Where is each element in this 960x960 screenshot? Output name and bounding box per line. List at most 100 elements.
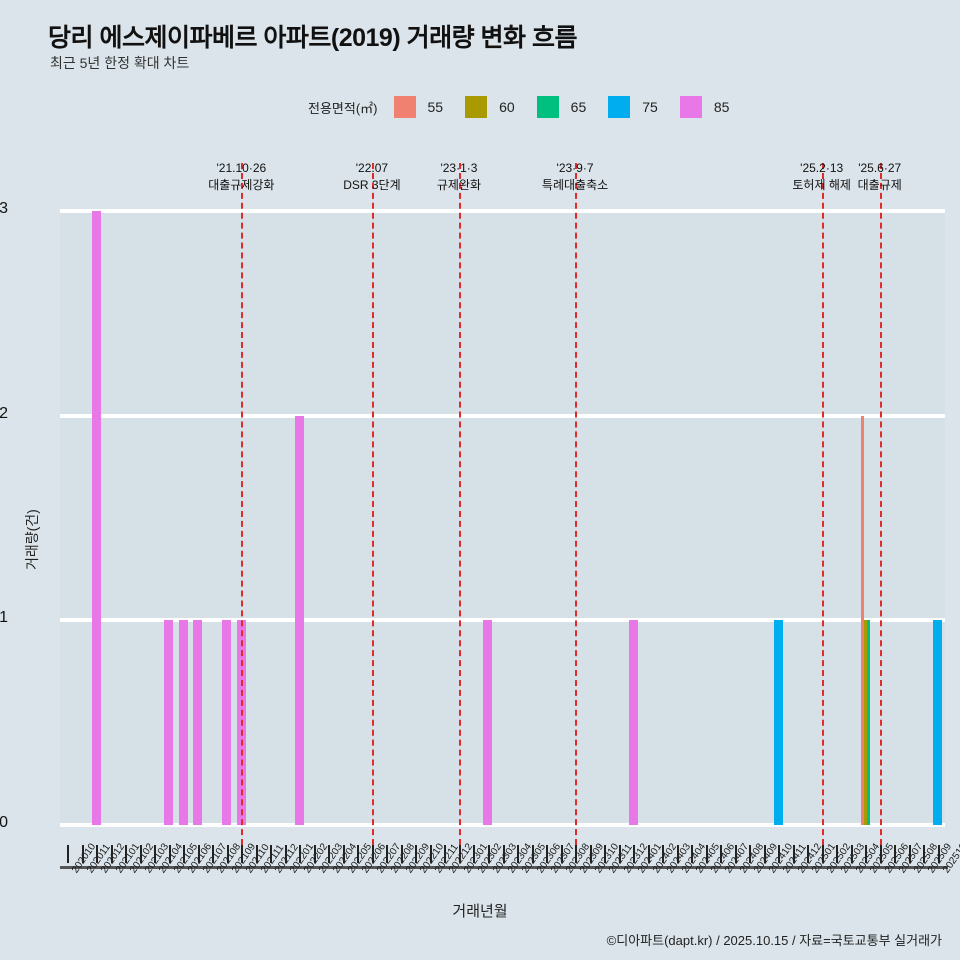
event-marker-line — [821, 163, 824, 855]
x-axis-tick — [807, 845, 810, 863]
x-axis-tick — [879, 845, 882, 863]
x-axis-tick — [792, 845, 795, 863]
event-annotation: '23·9·7 특례대출축소 — [505, 160, 645, 194]
bar-202411-75[interactable] — [773, 620, 783, 825]
event-marker-line — [879, 163, 882, 855]
x-axis-tick — [865, 845, 868, 863]
x-axis-tick — [589, 845, 592, 863]
legend-item-label: 60 — [499, 99, 515, 115]
bar-202012-85[interactable] — [91, 211, 101, 825]
gridline — [60, 209, 945, 213]
event-annotation-text: 대출규제 — [857, 178, 902, 192]
bar-202109-85[interactable] — [222, 620, 232, 825]
x-axis-tick — [662, 845, 665, 863]
x-axis-tick — [386, 845, 389, 863]
x-axis-tick — [270, 845, 273, 863]
x-axis-tick — [212, 845, 215, 863]
page-title: 당리 에스제이파베르 아파트(2019) 거래량 변화 흐름 — [48, 24, 578, 52]
bar-202505-65[interactable] — [866, 620, 870, 825]
x-axis-tick — [400, 845, 403, 863]
x-axis-tick — [444, 845, 447, 863]
event-annotation-date: '22.07 — [355, 161, 389, 175]
x-axis-tick — [763, 845, 766, 863]
x-axis-tick — [531, 845, 534, 863]
x-axis-tick — [183, 845, 186, 863]
x-axis-tick — [357, 845, 360, 863]
x-axis-tick — [633, 845, 636, 863]
x-axis-tick — [154, 845, 157, 863]
x-axis-tick — [821, 845, 824, 863]
event-marker-line — [241, 163, 244, 855]
x-axis-tick — [81, 845, 84, 863]
x-axis-tick — [241, 845, 244, 863]
bar-202106-85[interactable] — [178, 620, 188, 825]
legend-swatch-icon — [608, 96, 631, 118]
footer-credit: ©디아파트(dapt.kr) / 2025.10.15 / 자료=국토교통부 실… — [606, 933, 942, 948]
gridline — [60, 618, 945, 623]
x-axis-tick — [705, 845, 708, 863]
event-annotation-text: 특례대출축소 — [541, 178, 609, 192]
x-axis-tick — [371, 845, 374, 863]
x-axis-tick — [923, 845, 926, 863]
x-axis-tick — [328, 845, 331, 863]
x-axis-tick — [313, 845, 316, 863]
x-axis-tick — [255, 845, 258, 863]
legend-item-label: 85 — [713, 99, 730, 115]
legend-swatch-icon — [393, 96, 416, 118]
legend-item-55[interactable]: 55 — [393, 96, 466, 118]
bar-202505-60[interactable] — [863, 620, 867, 825]
bar-202110-85[interactable] — [236, 620, 246, 825]
bar-202105-85[interactable] — [164, 620, 174, 825]
x-axis-tick — [429, 845, 432, 863]
bar-202510-75[interactable] — [933, 620, 943, 825]
x-axis-tick — [226, 845, 229, 863]
bar-202107-85[interactable] — [193, 620, 203, 825]
x-axis-tick — [502, 845, 505, 863]
event-annotation: '22.07 DSR 3단계 — [302, 160, 442, 194]
legend-item-75[interactable]: 75 — [608, 96, 680, 118]
event-annotation-date: '23·9·7 — [556, 161, 594, 175]
bar-202505-55[interactable] — [860, 415, 864, 825]
legend-item-60[interactable]: 60 — [465, 96, 537, 118]
bar-202202-85[interactable] — [294, 415, 304, 825]
x-axis-tick — [894, 845, 897, 863]
x-axis-tick — [110, 845, 113, 863]
x-axis-tick — [284, 845, 287, 863]
x-axis-tick — [604, 845, 607, 863]
legend-item-65[interactable]: 65 — [536, 96, 609, 118]
x-axis-tick — [197, 845, 200, 863]
x-axis-tick — [836, 845, 839, 863]
x-axis-tick — [415, 845, 418, 863]
bar-202401-85[interactable] — [628, 620, 638, 825]
x-axis-tick — [546, 845, 549, 863]
legend-item-85[interactable]: 85 — [679, 96, 752, 118]
x-axis-tick — [139, 845, 142, 863]
event-annotation: '25.6·27 대출규제 — [810, 160, 950, 194]
legend-swatch-icon — [465, 96, 488, 118]
x-axis-tick — [487, 845, 490, 863]
x-axis-tick — [778, 845, 781, 863]
legend-items: 55 60 65 75 85 — [393, 96, 752, 118]
x-axis-tick — [575, 845, 578, 863]
x-axis-label: 거래년월 — [452, 903, 508, 920]
event-annotation: '21.10·26 대출규제강화 — [171, 160, 311, 194]
page-subtitle: 최근 5년 한정 확대 차트 — [50, 55, 190, 71]
x-axis-tick — [168, 845, 171, 863]
event-marker-line — [458, 163, 461, 855]
event-annotation-date: '25.6·27 — [858, 161, 902, 175]
y-axis-label: 거래량(건) — [24, 509, 40, 570]
legend-title: 전용면적(㎡) — [308, 100, 378, 116]
event-annotation-text: 규제완화 — [436, 178, 482, 192]
event-marker-line — [575, 163, 578, 855]
bar-202303-85[interactable] — [483, 620, 493, 825]
x-axis-tick — [560, 845, 563, 863]
event-annotation-text: 대출규제강화 — [208, 178, 275, 192]
x-axis-tick — [342, 845, 345, 863]
x-axis-tick — [67, 845, 70, 863]
event-annotation-text: DSR 3단계 — [343, 178, 401, 192]
event-annotation: '25.2·13 토허제 해제 — [752, 160, 892, 194]
y-axis-tick-label: 3 — [0, 200, 8, 217]
legend-item-label: 65 — [570, 99, 587, 115]
x-axis-tick — [473, 845, 476, 863]
